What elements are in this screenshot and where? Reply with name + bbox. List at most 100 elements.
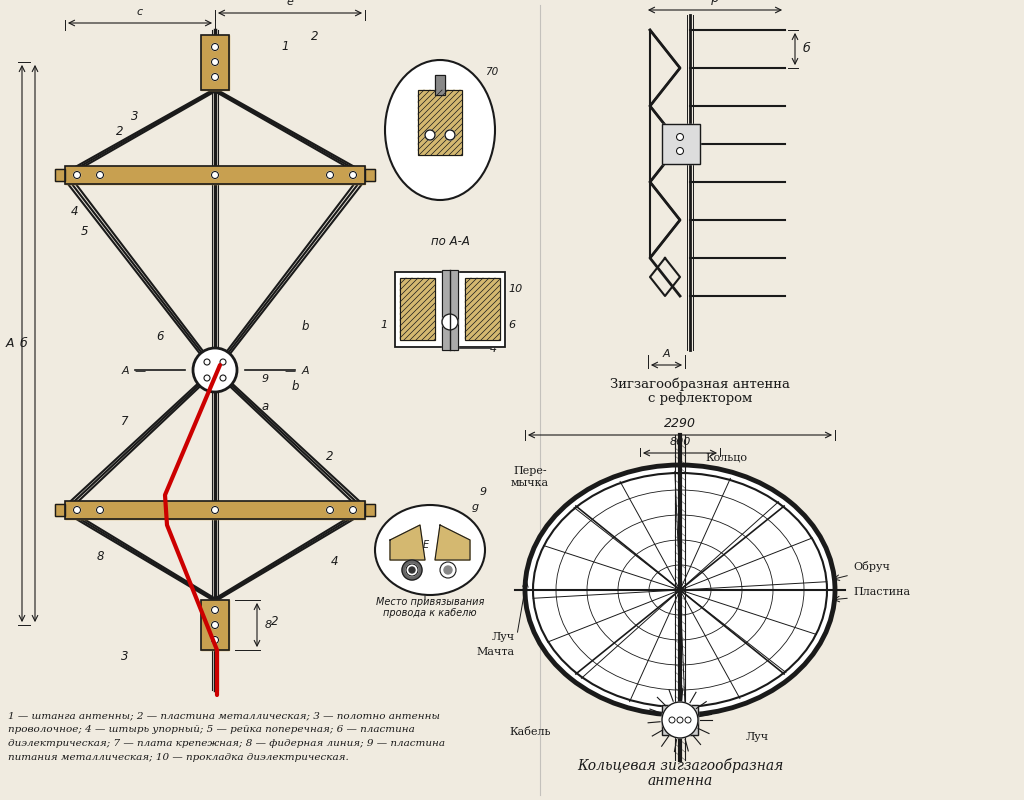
Text: 4: 4 [490,344,497,354]
Bar [55,169,65,181]
Text: проволочное; 4 — штырь упорный; 5 — рейка поперечная; 6 — пластина: проволочное; 4 — штырь упорный; 5 — рейк… [8,725,415,734]
Bar [442,270,458,350]
Text: питания металлическая; 10 — прокладка диэлектрическая.: питания металлическая; 10 — прокладка ди… [8,753,349,762]
Circle shape [193,348,237,392]
Circle shape [96,171,103,178]
Circle shape [212,506,218,514]
Circle shape [349,171,356,178]
Circle shape [212,622,218,629]
Bar [65,501,365,519]
Text: 2: 2 [117,125,124,138]
Text: Луч: Луч [745,732,769,742]
Text: 6: 6 [157,330,164,343]
Circle shape [212,58,218,66]
Text: 6: 6 [508,320,515,330]
Text: 1: 1 [381,320,388,330]
Circle shape [444,566,452,574]
Text: А: А [121,366,129,376]
Bar [662,124,700,164]
Bar [201,600,229,650]
Text: 1 — штанга антенны; 2 — пластина металлическая; 3 — полотно антенны: 1 — штанга антенны; 2 — пластина металли… [8,711,440,720]
Text: 70: 70 [485,67,499,77]
Text: Кольцо: Кольцо [706,452,748,462]
Circle shape [669,717,675,723]
Polygon shape [435,525,470,560]
Text: 10: 10 [508,284,522,294]
Text: —: — [134,366,145,376]
Bar [65,166,365,184]
Bar [465,278,500,340]
Text: Зигзагообразная антенна: Зигзагообразная антенна [610,378,790,391]
Text: b: b [301,320,309,333]
Circle shape [74,171,81,178]
Text: a: a [261,400,268,413]
Text: 2290: 2290 [664,417,696,430]
Circle shape [677,717,683,723]
Circle shape [402,560,422,580]
Text: g: g [472,502,479,512]
Text: провода к кабелю: провода к кабелю [383,608,477,618]
Circle shape [212,74,218,81]
Text: 2: 2 [327,450,334,463]
Circle shape [204,359,210,365]
Text: —: — [285,366,296,376]
Text: антенна: антенна [647,774,713,788]
Text: Луч: Луч [492,632,515,642]
Ellipse shape [375,505,485,595]
Bar [55,504,65,516]
Circle shape [212,171,218,178]
Circle shape [440,562,456,578]
Text: 9: 9 [480,487,487,497]
Bar [662,705,698,735]
Circle shape [220,375,226,381]
Text: по А-А: по А-А [430,235,469,248]
Text: А: А [663,349,671,359]
Bar [55,504,65,516]
Text: Кольцевая зигзагообразная: Кольцевая зигзагообразная [577,758,783,773]
Text: 5: 5 [81,225,89,238]
Bar [662,124,700,164]
Bar [418,90,462,155]
Bar [201,35,229,90]
Circle shape [349,506,356,514]
Text: ρ: ρ [711,0,719,5]
Circle shape [327,506,334,514]
Circle shape [662,702,698,738]
Text: Место привязывания: Место привязывания [376,597,484,607]
Bar [365,169,375,181]
Text: диэлектрическая; 7 — плата крепежная; 8 — фидерная линия; 9 — пластина: диэлектрическая; 7 — плата крепежная; 8 … [8,739,445,748]
Bar [395,272,505,347]
Text: 4: 4 [331,555,339,568]
Bar [365,169,375,181]
Circle shape [409,567,415,573]
Bar [400,278,435,340]
Text: с рефлектором: с рефлектором [648,392,752,405]
Circle shape [212,43,218,50]
Circle shape [220,359,226,365]
Circle shape [445,130,455,140]
Text: 9: 9 [261,374,268,384]
Circle shape [677,134,683,141]
Bar [65,501,365,519]
Text: 8: 8 [265,620,272,630]
Text: А: А [5,337,14,350]
Circle shape [685,717,691,723]
Ellipse shape [385,60,495,200]
Ellipse shape [525,465,835,715]
Text: b: b [291,380,299,393]
Circle shape [677,147,683,154]
Text: б: б [803,42,811,55]
Bar [395,272,505,347]
Text: б: б [19,337,27,350]
Text: Мачта: Мачта [477,647,515,657]
Bar [201,35,229,90]
Text: 60: 60 [434,154,446,164]
Text: a: a [492,302,499,312]
Text: 2: 2 [311,30,318,43]
Text: Пластина: Пластина [853,587,910,597]
Circle shape [96,506,103,514]
Text: А: А [301,366,309,376]
Text: 30: 30 [478,135,490,145]
Text: 2: 2 [271,615,279,628]
Bar [55,169,65,181]
